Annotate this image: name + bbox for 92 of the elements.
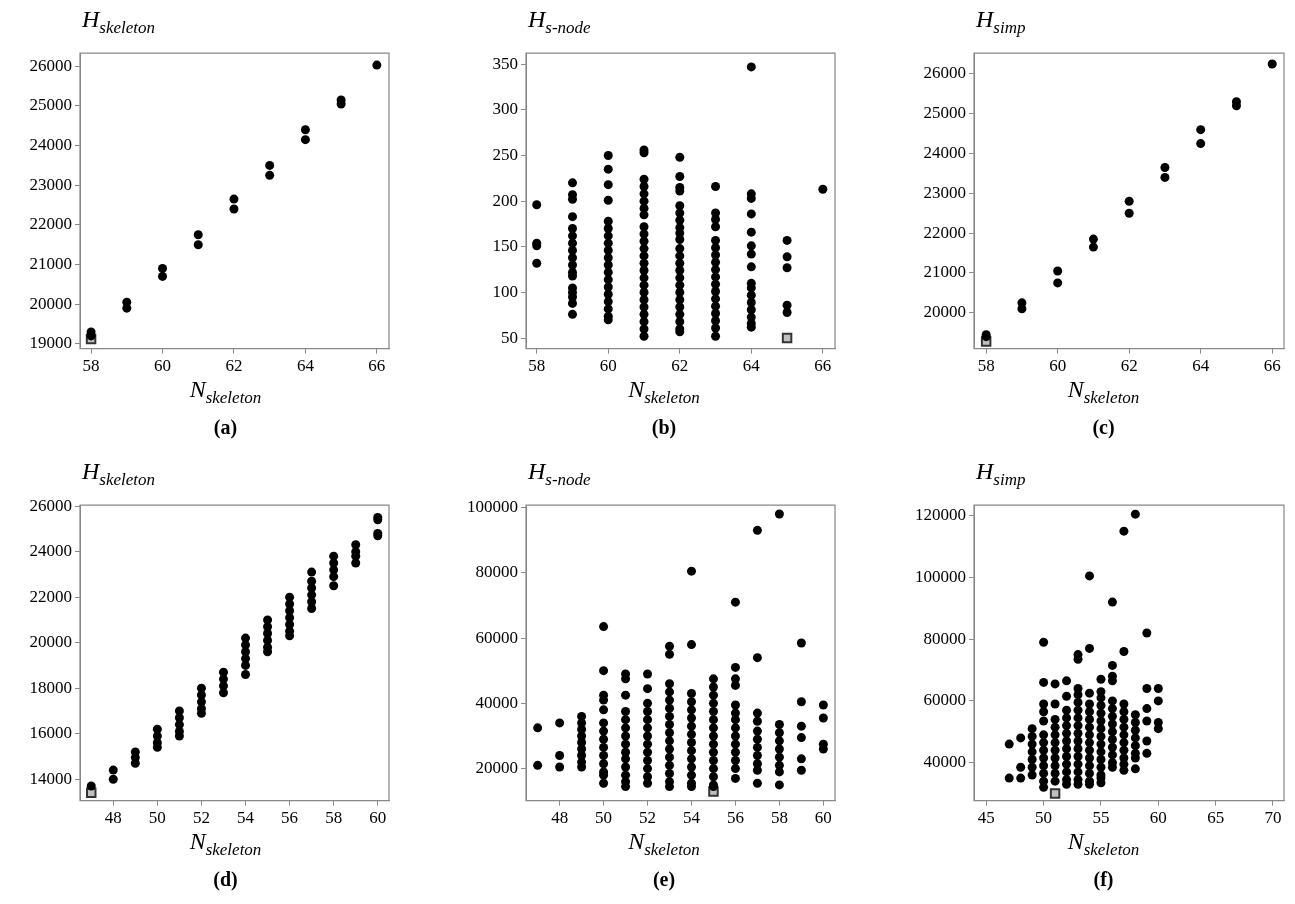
x-axis-title: N$_{skeleton}$ xyxy=(627,376,701,408)
y-tick-label: 14000 xyxy=(29,768,72,788)
y-tick-label: 23000 xyxy=(923,182,966,202)
y-tick-label: 60000 xyxy=(475,627,518,647)
y-tick-label: 24000 xyxy=(29,541,72,561)
x-tick-label: 50 xyxy=(1035,808,1053,828)
y-tick-label: 24000 xyxy=(29,135,72,155)
y-tick-label: 18000 xyxy=(29,677,72,697)
y-tick-label: 40000 xyxy=(475,692,518,712)
y-axis-title: H$_{simp}$ xyxy=(976,6,1026,38)
x-tick-label: 66 xyxy=(1263,356,1281,376)
x-tick-label: 58 xyxy=(82,356,100,376)
y-tick-label: 26000 xyxy=(29,495,72,515)
x-tick-label: 52 xyxy=(639,808,657,828)
y-tick-label: 300 xyxy=(492,99,518,119)
x-tick-label: 60 xyxy=(599,356,617,376)
x-tick-label: 64 xyxy=(742,356,761,376)
y-axis-title: H$_{skeleton}$ xyxy=(82,458,156,490)
x-tick-label: 48 xyxy=(104,808,122,828)
x-axis-title: N$_{skeleton}$ xyxy=(1066,828,1141,860)
x-tick-label: 54 xyxy=(682,808,701,828)
y-tick-label: 22000 xyxy=(923,222,966,242)
y-tick-label: 26000 xyxy=(923,63,966,83)
y-tick-label: 22000 xyxy=(29,214,72,234)
x-tick-label: 56 xyxy=(281,808,299,828)
x-tick-label: 55 xyxy=(1092,808,1110,828)
y-axis-title: H$_{simp}$ xyxy=(976,458,1026,490)
y-tick-label: 21000 xyxy=(29,254,72,274)
y-tick-label: 150 xyxy=(492,236,518,256)
y-axis-title: H$_{s-node}$ xyxy=(528,458,591,490)
text: (d) xyxy=(212,868,239,891)
y-axis-title: H$_{skeleton}$ xyxy=(82,6,156,38)
x-axis-title: N$_{skeleton}$ xyxy=(1066,376,1141,408)
text: (c) xyxy=(1091,416,1116,439)
y-tick-label: 50 xyxy=(501,327,518,347)
x-tick-label: 65 xyxy=(1207,808,1225,828)
x-tick-label: 56 xyxy=(726,808,744,828)
x-tick-label: 60 xyxy=(369,808,387,828)
x-tick-label: 62 xyxy=(671,356,689,376)
x-tick-label: 66 xyxy=(814,356,832,376)
x-tick-label: 50 xyxy=(148,808,166,828)
y-tick-label: 20000 xyxy=(923,302,966,322)
x-tick-label: 58 xyxy=(977,356,995,376)
x-tick-label: 50 xyxy=(595,808,613,828)
y-tick-label: 22000 xyxy=(29,586,72,606)
x-tick-label: 58 xyxy=(325,808,343,828)
y-tick-label: 100000 xyxy=(915,566,966,586)
x-axis-title: N$_{skeleton}$ xyxy=(188,376,263,408)
y-tick-label: 21000 xyxy=(923,262,966,282)
y-tick-label: 24000 xyxy=(923,142,966,162)
x-tick-label: 62 xyxy=(225,356,243,376)
x-axis-title: N$_{skeleton}$ xyxy=(188,828,263,860)
x-tick-label: 45 xyxy=(977,808,995,828)
text: (e) xyxy=(651,868,677,891)
y-tick-label: 20000 xyxy=(29,293,72,313)
y-tick-label: 20000 xyxy=(475,758,518,778)
x-tick-label: 62 xyxy=(1120,356,1138,376)
x-tick-label: 66 xyxy=(368,356,386,376)
x-tick-label: 64 xyxy=(296,356,315,376)
text: (b) xyxy=(650,416,678,439)
y-tick-label: 80000 xyxy=(923,628,966,648)
y-tick-label: 19000 xyxy=(29,333,72,353)
y-tick-label: 60000 xyxy=(923,690,966,710)
y-tick-label: 100000 xyxy=(467,496,518,516)
x-tick-label: 58 xyxy=(528,356,546,376)
y-tick-label: 20000 xyxy=(29,632,72,652)
x-tick-label: 60 xyxy=(1149,808,1167,828)
text: (a) xyxy=(212,416,239,439)
x-tick-label: 60 xyxy=(154,356,172,376)
y-tick-label: 25000 xyxy=(923,103,966,123)
y-tick-label: 26000 xyxy=(29,55,72,75)
x-tick-label: 52 xyxy=(192,808,210,828)
x-tick-label: 60 xyxy=(814,808,832,828)
x-tick-label: 64 xyxy=(1192,356,1210,376)
y-tick-label: 120000 xyxy=(915,505,966,525)
y-tick-label: 16000 xyxy=(29,723,72,743)
x-tick-label: 58 xyxy=(770,808,788,828)
text: (f) xyxy=(1092,868,1115,891)
x-axis-title: N$_{skeleton}$ xyxy=(627,828,701,860)
y-tick-label: 350 xyxy=(492,53,518,73)
y-tick-label: 40000 xyxy=(923,752,966,772)
y-tick-label: 23000 xyxy=(29,174,72,194)
y-tick-label: 200 xyxy=(492,190,518,210)
y-tick-label: 25000 xyxy=(29,95,72,115)
y-axis-title: H$_{s-node}$ xyxy=(528,6,591,38)
y-tick-label: 100 xyxy=(492,281,518,301)
x-tick-label: 70 xyxy=(1264,808,1282,828)
y-tick-label: 250 xyxy=(492,144,518,164)
x-tick-label: 48 xyxy=(551,808,569,828)
y-tick-label: 80000 xyxy=(475,562,518,582)
x-tick-label: 54 xyxy=(237,808,255,828)
x-tick-label: 60 xyxy=(1049,356,1067,376)
